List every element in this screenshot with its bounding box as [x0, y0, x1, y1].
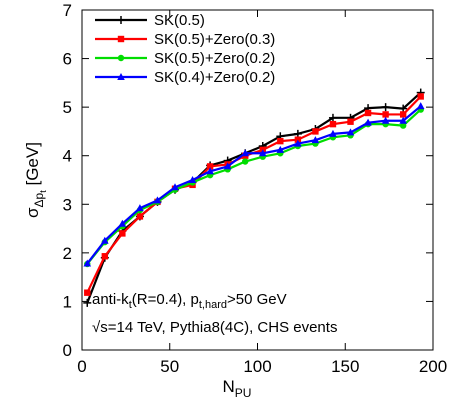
data-point — [329, 129, 337, 137]
annotation-jet-definition: anti-kt(R=0.4), pt,hard>50 GeV — [92, 291, 287, 311]
data-point — [416, 102, 425, 110]
data-point — [241, 149, 250, 157]
y-tick-label: 4 — [63, 147, 72, 166]
legend-item: SK(0.5) — [95, 12, 205, 29]
series-group — [83, 102, 425, 267]
legend-label: SK(0.5) — [154, 12, 205, 29]
annotation-event-info: √s=14 TeV, Pythia8(4C), CHS events — [92, 319, 337, 336]
data-point — [206, 167, 214, 175]
annotation-anti-kt: anti-k — [92, 291, 129, 308]
data-point — [223, 162, 232, 170]
plot-frame — [81, 9, 434, 351]
series-line — [86, 108, 422, 265]
legend-marker — [117, 54, 125, 62]
x-tick-label: 150 — [331, 357, 359, 376]
x-tick-label: 50 — [160, 357, 179, 376]
x-axis-title: NPU — [223, 377, 252, 400]
data-point — [101, 236, 109, 244]
data-point — [364, 118, 372, 126]
data-point — [171, 183, 179, 191]
annotation-pt-sub: t,hard — [199, 299, 227, 311]
data-point — [346, 128, 355, 136]
y-axis-title-main: σ — [23, 207, 42, 218]
data-point — [347, 118, 354, 125]
annotation-radius-pt: (R=0.4), p — [132, 291, 199, 308]
y-tick-label: 1 — [63, 292, 72, 311]
data-point — [136, 204, 144, 212]
data-point — [242, 158, 249, 165]
data-point — [399, 116, 407, 124]
data-point — [294, 139, 302, 147]
ticks-layer: 0 50 100 150 200 0 1 2 3 4 5 6 7 — [63, 1, 448, 376]
legend-marker — [117, 73, 125, 80]
data-point — [118, 219, 127, 227]
y-tick-label: 2 — [63, 244, 72, 263]
data-point — [83, 298, 92, 307]
legend-item: SK(0.4)+Zero(0.2) — [95, 69, 275, 86]
data-point — [399, 111, 407, 118]
data-point — [311, 136, 320, 144]
x-tick-label: 0 — [77, 357, 86, 376]
data-point — [276, 145, 285, 153]
data-point — [84, 289, 91, 296]
data-point — [206, 163, 214, 170]
x-axis-title-main: N — [223, 377, 235, 396]
data-point — [101, 253, 109, 260]
data-point — [329, 120, 337, 128]
data-point — [381, 116, 390, 124]
y-axis-title: σΔpt [GeV] — [23, 142, 48, 218]
series-layer — [83, 88, 425, 307]
y-tick-label: 7 — [63, 1, 72, 20]
annotation-kt-sub: t — [129, 299, 132, 311]
y-tick-label: 3 — [63, 195, 72, 214]
legend-item: SK(0.5)+Zero(0.3) — [95, 31, 275, 48]
x-axis-title-sub: PU — [235, 386, 252, 400]
data-point — [188, 176, 197, 183]
y-tick-label: 6 — [63, 50, 72, 69]
data-point — [83, 259, 92, 267]
x-tick-label: 200 — [419, 357, 447, 376]
data-point — [153, 196, 162, 204]
data-point — [382, 111, 389, 118]
legend: SK(0.5) SK(0.5)+Zero(0.3) SK(0.5)+Zero(0.2… — [95, 12, 275, 86]
annotation-pt-cut: >50 GeV — [227, 291, 287, 308]
legend-label: SK(0.4)+Zero(0.2) — [154, 69, 275, 86]
data-point — [258, 149, 267, 157]
legend-label: SK(0.5)+Zero(0.2) — [154, 50, 275, 67]
y-axis-title-subsub: t — [38, 190, 48, 193]
y-axis-title-sub: Δp — [32, 192, 46, 207]
data-point — [312, 128, 319, 135]
data-point — [277, 137, 284, 145]
legend-marker — [117, 16, 125, 24]
data-point — [417, 93, 424, 100]
series-line — [86, 105, 422, 265]
legend-item: SK(0.5)+Zero(0.2) — [95, 50, 275, 67]
y-tick-label: 0 — [63, 341, 72, 360]
data-point — [328, 113, 337, 122]
legend-label: SK(0.5)+Zero(0.3) — [154, 31, 275, 48]
y-axis-title-unit: [GeV] — [23, 142, 42, 190]
data-point — [381, 103, 390, 112]
y-tick-label: 5 — [63, 98, 72, 117]
series-group — [84, 106, 424, 268]
x-tick-label: 100 — [243, 357, 271, 376]
data-point — [119, 230, 126, 237]
data-point — [364, 109, 372, 117]
data-point — [399, 122, 407, 129]
data-point — [136, 213, 144, 220]
legend-marker — [117, 35, 125, 43]
